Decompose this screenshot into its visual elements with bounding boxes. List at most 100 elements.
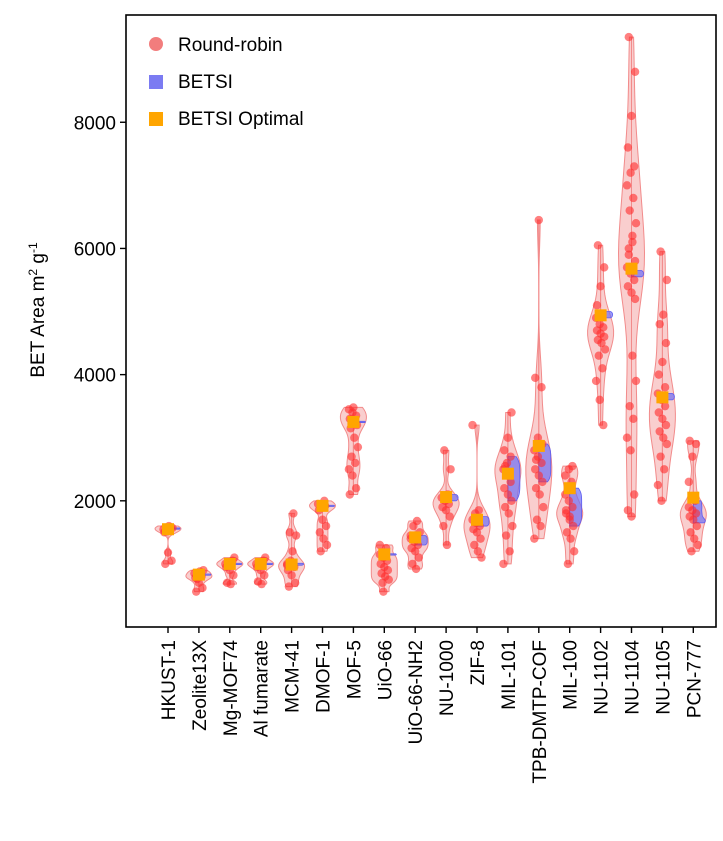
marker-betsi-optimal-dmof-1 bbox=[316, 499, 329, 512]
marker-betsi-optimal-uio-66 bbox=[378, 548, 391, 561]
point-round-robin-nu-1105 bbox=[662, 275, 672, 285]
point-round-robin-mof-5 bbox=[353, 442, 363, 452]
point-round-robin-nu-1104 bbox=[623, 282, 633, 291]
point-round-robin-nu-1104 bbox=[630, 67, 640, 76]
point-round-robin-nu-1102 bbox=[599, 323, 608, 332]
y-axis-label-main: BET Area m bbox=[28, 276, 49, 378]
point-round-robin-nu-1105 bbox=[660, 465, 669, 474]
y-tick-label-6000: 6000 bbox=[74, 239, 116, 260]
point-round-robin-nu-1105 bbox=[662, 439, 672, 449]
point-round-robin-tpb-dmtp-cof bbox=[539, 502, 548, 512]
y-axis-label: BET Area m2 g-1 bbox=[26, 242, 49, 378]
point-round-robin-nu-1000 bbox=[445, 512, 454, 521]
point-round-robin-dmof-1 bbox=[319, 534, 328, 543]
point-round-robin-nu-1105 bbox=[658, 357, 667, 367]
point-round-robin-nu-1104 bbox=[631, 219, 641, 228]
point-round-robin-uio-66-nh2 bbox=[412, 516, 422, 526]
point-round-robin-mil-100 bbox=[566, 534, 575, 543]
point-round-robin-mcm-41 bbox=[287, 571, 296, 580]
point-round-robin-mil-101 bbox=[507, 496, 516, 506]
point-round-robin-dmof-1 bbox=[321, 521, 331, 531]
point-round-robin-nu-1105 bbox=[660, 383, 670, 392]
marker-betsi-optimal-nu-1102 bbox=[594, 309, 607, 322]
point-round-robin-nu-1000 bbox=[446, 465, 455, 474]
point-round-robin-nu-1105 bbox=[658, 414, 667, 423]
point-round-robin-dmof-1 bbox=[315, 528, 324, 537]
x-tick-label-al-fumarate: Al fumarate bbox=[252, 640, 273, 737]
x-tick-label-mil-100: MIL-100 bbox=[561, 640, 582, 710]
point-round-robin-dmof-1 bbox=[318, 515, 327, 524]
point-round-robin-nu-1102 bbox=[593, 241, 603, 250]
point-round-robin-nu-1000 bbox=[442, 540, 452, 550]
point-round-robin-mcm-41 bbox=[288, 547, 297, 556]
point-round-robin-zif-8 bbox=[477, 553, 486, 562]
marker-betsi-optimal-uio-66-nh2 bbox=[409, 531, 422, 544]
point-round-robin-dmof-1 bbox=[322, 540, 332, 550]
point-round-robin-nu-1104 bbox=[626, 446, 635, 455]
point-round-robin-nu-1102 bbox=[591, 376, 601, 386]
point-round-robin-nu-1104 bbox=[628, 231, 637, 241]
point-round-robin-nu-1104 bbox=[631, 376, 641, 386]
point-round-robin-mil-101 bbox=[503, 490, 513, 499]
point-round-robin-nu-1102 bbox=[596, 282, 605, 291]
point-round-robin-tpb-dmtp-cof bbox=[534, 471, 543, 480]
point-round-robin-mcm-41 bbox=[289, 509, 298, 518]
marker-betsi-optimal-mg-mof74 bbox=[223, 557, 236, 570]
point-round-robin-pcn-777 bbox=[691, 509, 701, 518]
x-tick-label-uio-66-nh2: UiO-66-NH2 bbox=[406, 640, 427, 745]
point-round-robin-mil-101 bbox=[499, 559, 508, 569]
point-round-robin-nu-1104 bbox=[624, 244, 633, 253]
point-round-robin-mof-5 bbox=[345, 490, 354, 499]
point-round-robin-mof-5 bbox=[351, 458, 360, 468]
x-tick-label-mof-5: MOF-5 bbox=[344, 640, 365, 699]
point-round-robin-mof-5 bbox=[347, 452, 356, 461]
point-round-robin-zeolite13x bbox=[198, 583, 207, 593]
point-round-robin-mil-101 bbox=[503, 433, 513, 442]
point-round-robin-pcn-777 bbox=[691, 439, 701, 449]
point-round-robin-tpb-dmtp-cof bbox=[531, 465, 540, 474]
legend-marker-betsi bbox=[149, 75, 163, 89]
point-round-robin-nu-1105 bbox=[656, 247, 665, 256]
point-round-robin-mil-101 bbox=[504, 509, 513, 518]
point-round-robin-mg-mof74 bbox=[229, 571, 238, 580]
y-axis-label-sup2: -1 bbox=[26, 242, 40, 253]
point-round-robin-nu-1104 bbox=[623, 506, 633, 515]
point-round-robin-uio-66 bbox=[378, 578, 387, 588]
point-round-robin-nu-1104 bbox=[628, 237, 637, 247]
marker-betsi-optimal-mil-101 bbox=[501, 467, 514, 480]
violin-round-robin-right-nu-1105 bbox=[661, 251, 676, 502]
marker-betsi-optimal-tpb-dmtp-cof bbox=[532, 439, 545, 452]
y-axis-label-mid: g bbox=[28, 253, 49, 269]
point-round-robin-tpb-dmtp-cof bbox=[536, 521, 545, 531]
point-round-robin-mil-101 bbox=[505, 547, 514, 556]
point-round-robin-hkust-1 bbox=[161, 559, 170, 569]
point-round-robin-mil-101 bbox=[500, 483, 509, 493]
point-round-robin-mil-100 bbox=[568, 461, 577, 471]
point-round-robin-mg-mof74 bbox=[226, 579, 235, 589]
marker-betsi-optimal-hkust-1 bbox=[162, 523, 174, 536]
y-axis: 2000 4000 6000 8000 bbox=[74, 113, 126, 513]
point-round-robin-nu-1102 bbox=[598, 364, 607, 373]
point-round-robin-nu-1102 bbox=[594, 351, 603, 360]
point-round-robin-nu-1105 bbox=[659, 433, 668, 442]
point-round-robin-mil-100 bbox=[564, 496, 573, 506]
x-tick-label-nu-1104: NU-1104 bbox=[623, 640, 644, 715]
point-round-robin-mil-100 bbox=[569, 521, 578, 531]
point-round-robin-nu-1105 bbox=[661, 338, 671, 348]
point-round-robin-nu-1104 bbox=[624, 250, 633, 259]
point-round-robin-tpb-dmtp-cof bbox=[531, 373, 540, 382]
y-tick-label-8000: 8000 bbox=[74, 113, 116, 134]
point-round-robin-dmof-1 bbox=[316, 547, 325, 556]
point-round-robin-zeolite13x bbox=[192, 587, 201, 596]
marker-betsi-optimal-zif-8 bbox=[471, 513, 483, 526]
point-round-robin-tpb-dmtp-cof bbox=[538, 477, 547, 487]
point-round-robin-mil-100 bbox=[570, 547, 579, 556]
point-round-robin-mof-5 bbox=[344, 465, 354, 474]
point-round-robin-nu-1102 bbox=[595, 395, 604, 405]
point-round-robin-nu-1104 bbox=[627, 288, 636, 297]
x-tick-label-mcm-41: MCM-41 bbox=[283, 640, 304, 713]
legend-marker-betsi-optimal bbox=[149, 112, 163, 126]
point-round-robin-mil-100 bbox=[565, 512, 574, 521]
point-round-robin-mil-100 bbox=[562, 528, 572, 537]
point-round-robin-mil-101 bbox=[508, 521, 517, 531]
